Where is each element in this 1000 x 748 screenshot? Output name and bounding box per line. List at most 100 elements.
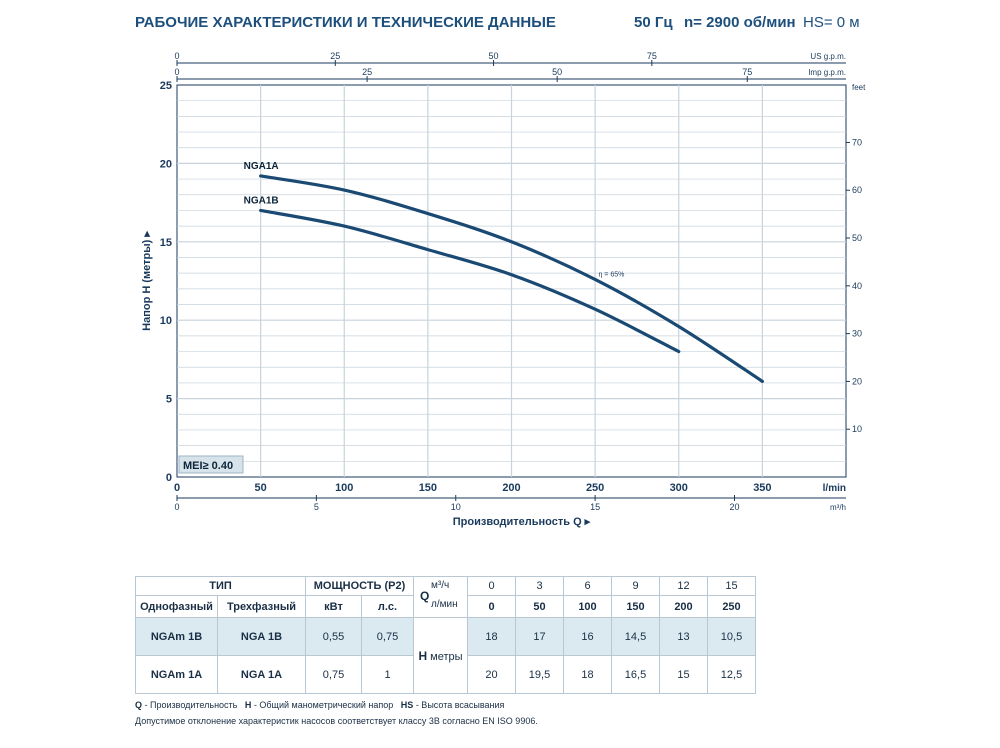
q-unit-m3h: м³/ч — [431, 580, 450, 591]
x-tick-label: 250 — [586, 482, 604, 494]
x-tick-label: 50 — [255, 482, 267, 494]
y-tick-label: 10 — [160, 315, 172, 327]
kw-cell: 0,55 — [305, 617, 362, 656]
usgpm-unit: US g.p.m. — [810, 52, 846, 61]
x-tick-label: 0 — [174, 482, 180, 494]
mei-badge-text: MEI≥ 0.40 — [183, 460, 233, 472]
model-three-cell: NGA 1B — [217, 617, 306, 656]
impgpm-tick-label: 25 — [362, 67, 372, 77]
y-tick-label: 25 — [160, 80, 172, 92]
x-tick-label: 300 — [670, 482, 688, 494]
y-tick-label: 20 — [160, 158, 172, 170]
q-lmin-cell: 150 — [611, 595, 660, 618]
y-tick-label: 0 — [166, 472, 172, 484]
impgpm-tick-label: 75 — [742, 67, 752, 77]
x-axis-unit: l/min — [823, 483, 846, 494]
h-cell: 15 — [659, 655, 708, 694]
page-title: РАБОЧИЕ ХАРАКТЕРИСТИКИ И ТЕХНИЧЕСКИЕ ДАН… — [135, 14, 556, 31]
h-unit: метры — [430, 650, 463, 663]
h-cell: 19,5 — [515, 655, 564, 694]
usgpm-tick-label: 50 — [489, 51, 499, 61]
legend-q-key: Q — [135, 700, 143, 710]
usgpm-tick-label: 25 — [330, 51, 340, 61]
impgpm-tick-label: 0 — [174, 67, 179, 77]
q-m3h-cell: 6 — [563, 576, 612, 596]
x-tick-label: 100 — [335, 482, 353, 494]
curve-label-nga1b: NGA1B — [244, 195, 279, 206]
curve-label-nga1a: NGA1A — [244, 161, 279, 172]
suction-height-label: HS= 0 м — [803, 14, 860, 31]
right-tick-label: 10 — [852, 424, 862, 434]
table-row: NGAm 1B NGA 1B 0,55 0,75 H метры 18 17 1… — [135, 617, 756, 694]
h-cell: 16,5 — [611, 655, 660, 694]
h-label: H — [418, 648, 428, 663]
m3h-unit: m³/h — [830, 503, 846, 512]
h-cell: 16 — [563, 617, 612, 656]
q-m3h-cell: 12 — [659, 576, 708, 596]
right-axis-unit: feet — [852, 83, 866, 92]
right-tick-label: 20 — [852, 376, 862, 386]
legend-h-text: - Общий манометрический напор — [251, 700, 394, 710]
q-m3h-cell: 3 — [515, 576, 564, 596]
h-cell: 18 — [563, 655, 612, 694]
h-cell: 18 — [467, 617, 516, 656]
right-tick-label: 60 — [852, 185, 862, 195]
q-lmin-cell: 0 — [467, 595, 516, 618]
model-single-cell: NGAm 1A — [135, 655, 218, 694]
mei-badge — [178, 455, 244, 474]
x-axis-title: Производительность Q ▸ — [453, 516, 591, 528]
type-header: ТИП — [135, 576, 306, 596]
q-m3h-cell: 0 — [467, 576, 516, 596]
legend-q-text: - Производительность — [142, 700, 238, 710]
hp-cell: 0,75 — [361, 617, 414, 656]
legend-hs-key: HS — [400, 700, 414, 710]
three-phase-header: Трехфазный — [217, 595, 306, 618]
performance-chart: 0 5 10 15 20 25 Напор H (метры) ▸ 10 20 30 40 50 60 7… — [141, 51, 866, 528]
q-lmin-cell: 50 — [515, 595, 564, 618]
x-tick-label: 150 — [419, 482, 437, 494]
kw-header: кВт — [305, 595, 362, 618]
usgpm-tick-label: 0 — [174, 51, 179, 61]
h-cell: 13 — [659, 617, 708, 656]
single-phase-header: Однофазный — [135, 595, 218, 618]
m3h-tick-label: 15 — [590, 502, 600, 512]
h-label-cell: H метры — [413, 617, 468, 694]
q-m3h-cell: 15 — [707, 576, 756, 596]
right-tick-label: 30 — [852, 329, 862, 339]
q-lmin-cell: 100 — [563, 595, 612, 618]
model-three-cell: NGA 1A — [217, 655, 306, 694]
h-cell: 10,5 — [707, 617, 756, 656]
table-row: NGAm 1A NGA 1A 0,75 1 20 19,5 18 16,5 15… — [135, 655, 756, 694]
kw-cell: 0,75 — [305, 655, 362, 694]
hp-cell: 1 — [361, 655, 414, 694]
y-axis-title: Напор H (метры) ▸ — [141, 231, 153, 331]
m3h-tick-label: 10 — [451, 502, 461, 512]
h-cell: 17 — [515, 617, 564, 656]
hp-header: л.с. — [361, 595, 414, 618]
h-cell: 14,5 — [611, 617, 660, 656]
power-header: МОЩНОСТЬ (P2) — [305, 576, 414, 596]
x-tick-label: 200 — [502, 482, 520, 494]
spec-table: ТИП МОЩНОСТЬ (P2) Q м³/ч л/мин 0 3 6 9 1… — [135, 576, 756, 694]
impgpm-unit: Imp g.p.m. — [808, 68, 846, 77]
right-tick-label: 40 — [852, 281, 862, 291]
y-tick-label: 15 — [160, 237, 172, 249]
q-header: Q — [420, 589, 430, 603]
h-cell: 12,5 — [707, 655, 756, 694]
m3h-tick-label: 20 — [729, 502, 739, 512]
m3h-tick-label: 0 — [174, 502, 179, 512]
q-header-cell: Q м³/ч л/мин — [413, 576, 468, 618]
q-lmin-cell: 250 — [707, 595, 756, 618]
q-unit-lmin: л/мин — [431, 599, 458, 610]
legend-hs-text: - Высота всасывания — [413, 700, 505, 710]
usgpm-tick-label: 75 — [647, 51, 657, 61]
right-tick-label: 70 — [852, 137, 862, 147]
frequency-label: 50 Гц — [634, 14, 673, 31]
speed-label: n= 2900 об/мин — [684, 14, 796, 31]
m3h-tick-label: 5 — [314, 502, 319, 512]
q-lmin-cell: 200 — [659, 595, 708, 618]
curve-nga1a — [259, 174, 764, 383]
legend-footnote: Q - Производительность H - Общий маномет… — [135, 700, 504, 710]
legend-h-key: H — [244, 700, 252, 710]
tolerance-note: Допустимое отклонение характеристик насо… — [135, 716, 538, 726]
